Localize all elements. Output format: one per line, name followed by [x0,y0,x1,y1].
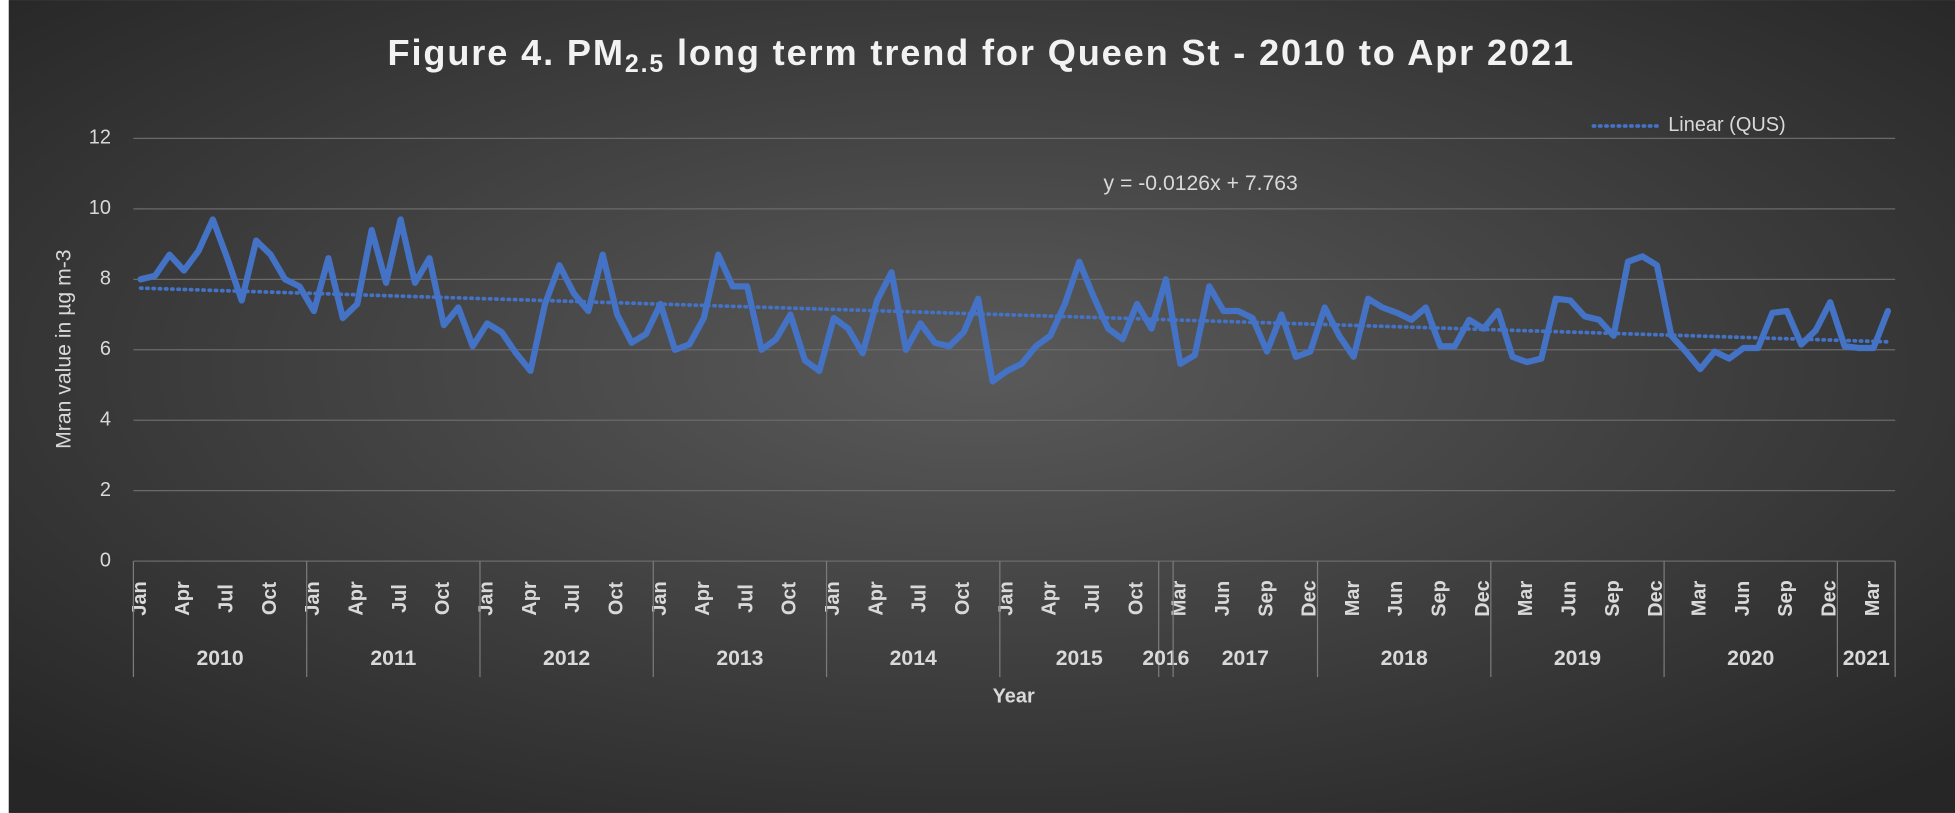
x-tick-label: Jul [562,584,584,613]
x-tick-label: Jun [1732,581,1754,616]
y-tick-label: 8 [100,268,111,290]
x-tick-label: Apr [519,581,541,616]
x-group-label: 2017 [1222,647,1269,670]
legend-label: Linear (QUS) [1668,114,1785,136]
x-tick-label: Mar [1688,581,1710,617]
x-tick-label: Oct [1125,582,1147,616]
x-tick-label: Mar [1862,581,1884,617]
x-group-label: 2014 [890,647,937,670]
x-tick-label: Dec [1299,580,1321,617]
x-tick-label: Mar [1342,581,1364,617]
x-group-label: 2013 [716,647,763,670]
x-tick-label: Sep [1775,580,1797,617]
x-tick-label: Oct [259,582,281,616]
x-group-label: 2011 [370,647,416,670]
x-group-label: 2019 [1554,647,1601,670]
x-tick-label: Jun [1559,581,1581,616]
trendline [138,286,1890,344]
x-tick-label: Oct [779,582,801,616]
x-tick-label: Jan [649,581,671,615]
x-group-label: 2015 [1056,647,1103,670]
x-tick-label: Jan [475,581,497,615]
x-tick-label: Jul [389,584,411,613]
x-tick-label: Jul [216,584,238,613]
x-tick-label: Dec [1818,580,1840,617]
x-tick-label: Jan [129,581,151,615]
trendline-equation: y = -0.0126x + 7.763 [1103,172,1297,195]
chart-title: Figure 4. PM2.5 long term trend for Quee… [388,31,1575,77]
x-tick-label: Mar [1169,581,1191,617]
x-group-label: 2021 [1843,647,1890,670]
x-tick-label: Jul [1082,584,1104,613]
x-tick-label: Jun [1212,581,1234,616]
x-tick-label: Dec [1472,580,1494,617]
x-group-label: 2016 [1142,647,1189,670]
y-tick-label: 0 [100,549,111,571]
x-tick-label: Jan [995,581,1017,615]
x-group-label: 2018 [1381,647,1428,670]
y-tick-label: 12 [89,127,111,149]
x-axis-label: Year [993,685,1035,707]
x-tick-label: Jan [302,581,324,615]
x-tick-label: Jul [909,584,931,613]
x-group-label: 2012 [543,647,590,670]
x-tick-label: Apr [692,581,714,616]
data-line [137,216,1892,385]
y-tick-label: 10 [89,197,111,219]
x-tick-label: Sep [1429,580,1451,617]
x-tick-label: Apr [346,581,368,616]
y-tick-label: 6 [100,338,111,360]
y-tick-label: 4 [100,408,111,430]
x-group-label: 2020 [1727,647,1774,670]
y-tick-label: 2 [100,479,111,501]
x-tick-label: Apr [172,581,194,616]
x-tick-label: Dec [1645,580,1667,617]
x-tick-label: Jul [735,584,757,613]
x-tick-label: Oct [432,582,454,616]
x-tick-label: Apr [1039,581,1061,616]
y-axis-label: Mran value in µg m-3 [52,249,75,448]
x-tick-label: Sep [1255,580,1277,617]
x-tick-label: Oct [605,582,627,616]
x-group-label: 2010 [196,647,243,670]
x-tick-label: Jan [822,581,844,615]
x-tick-label: Mar [1515,581,1537,617]
chart-background [8,0,1955,813]
x-tick-label: Sep [1602,580,1624,617]
x-tick-label: Oct [952,582,974,616]
x-tick-label: Jun [1385,581,1407,616]
x-tick-label: Apr [865,581,887,616]
